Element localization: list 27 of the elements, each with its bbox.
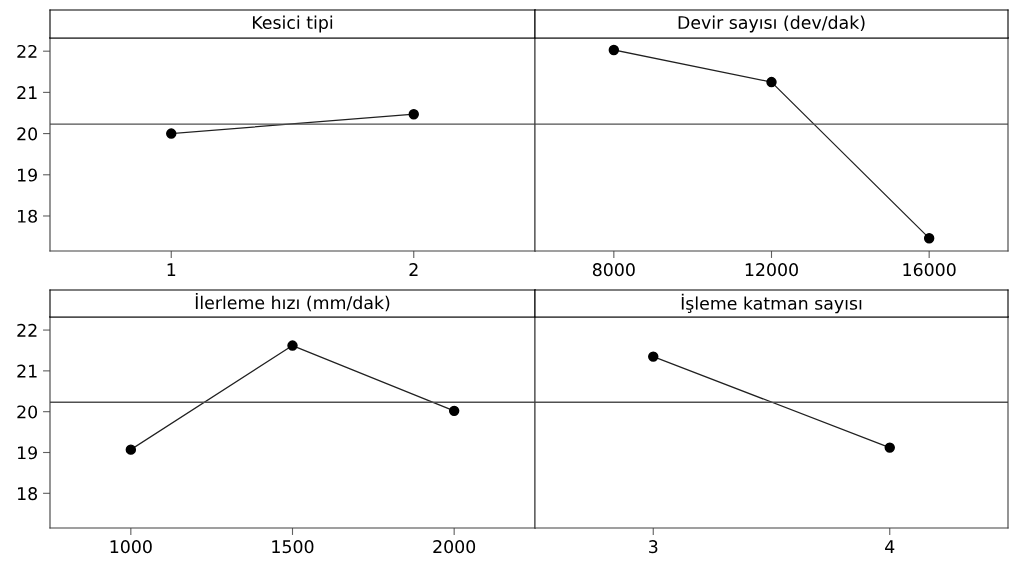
x-tick-label: 1500 bbox=[272, 540, 314, 554]
y-tick-label: 18 bbox=[18, 487, 38, 501]
x-tick-label: 1 bbox=[167, 263, 176, 276]
chart-title: İşleme katman sayısı bbox=[681, 293, 862, 314]
y-tick-label: 21 bbox=[17, 364, 37, 378]
x-tick-label: 12000 bbox=[745, 263, 798, 277]
x-tick-label: 4 bbox=[885, 540, 895, 553]
y-tick-label: 21 bbox=[17, 86, 37, 99]
y-tick-label: 22 bbox=[17, 323, 37, 337]
y-tick-label: 19 bbox=[18, 168, 37, 182]
point bbox=[448, 405, 460, 417]
x-tick-label: 8000 bbox=[592, 263, 635, 277]
point bbox=[125, 444, 137, 455]
x-tick-label: 3 bbox=[649, 540, 658, 554]
x-tick-label: 1000 bbox=[110, 540, 152, 554]
point bbox=[287, 340, 298, 351]
x-tick-label: 2 bbox=[409, 263, 418, 276]
chart-title: Kesici tipi bbox=[252, 15, 333, 33]
y-tick-label: 20 bbox=[17, 405, 38, 419]
y-tick-label: 22 bbox=[17, 44, 37, 58]
y-tick-label: 18 bbox=[18, 209, 38, 223]
chart-title: Devir sayısı (dev/dak) bbox=[678, 15, 865, 33]
x-tick-label: 16000 bbox=[903, 263, 956, 277]
y-tick-label: 20 bbox=[17, 127, 38, 141]
y-tick-label: 19 bbox=[18, 446, 37, 460]
x-tick-label: 2000 bbox=[433, 540, 476, 554]
chart-title: İlerleme hızı (mm/dak) bbox=[195, 293, 390, 312]
